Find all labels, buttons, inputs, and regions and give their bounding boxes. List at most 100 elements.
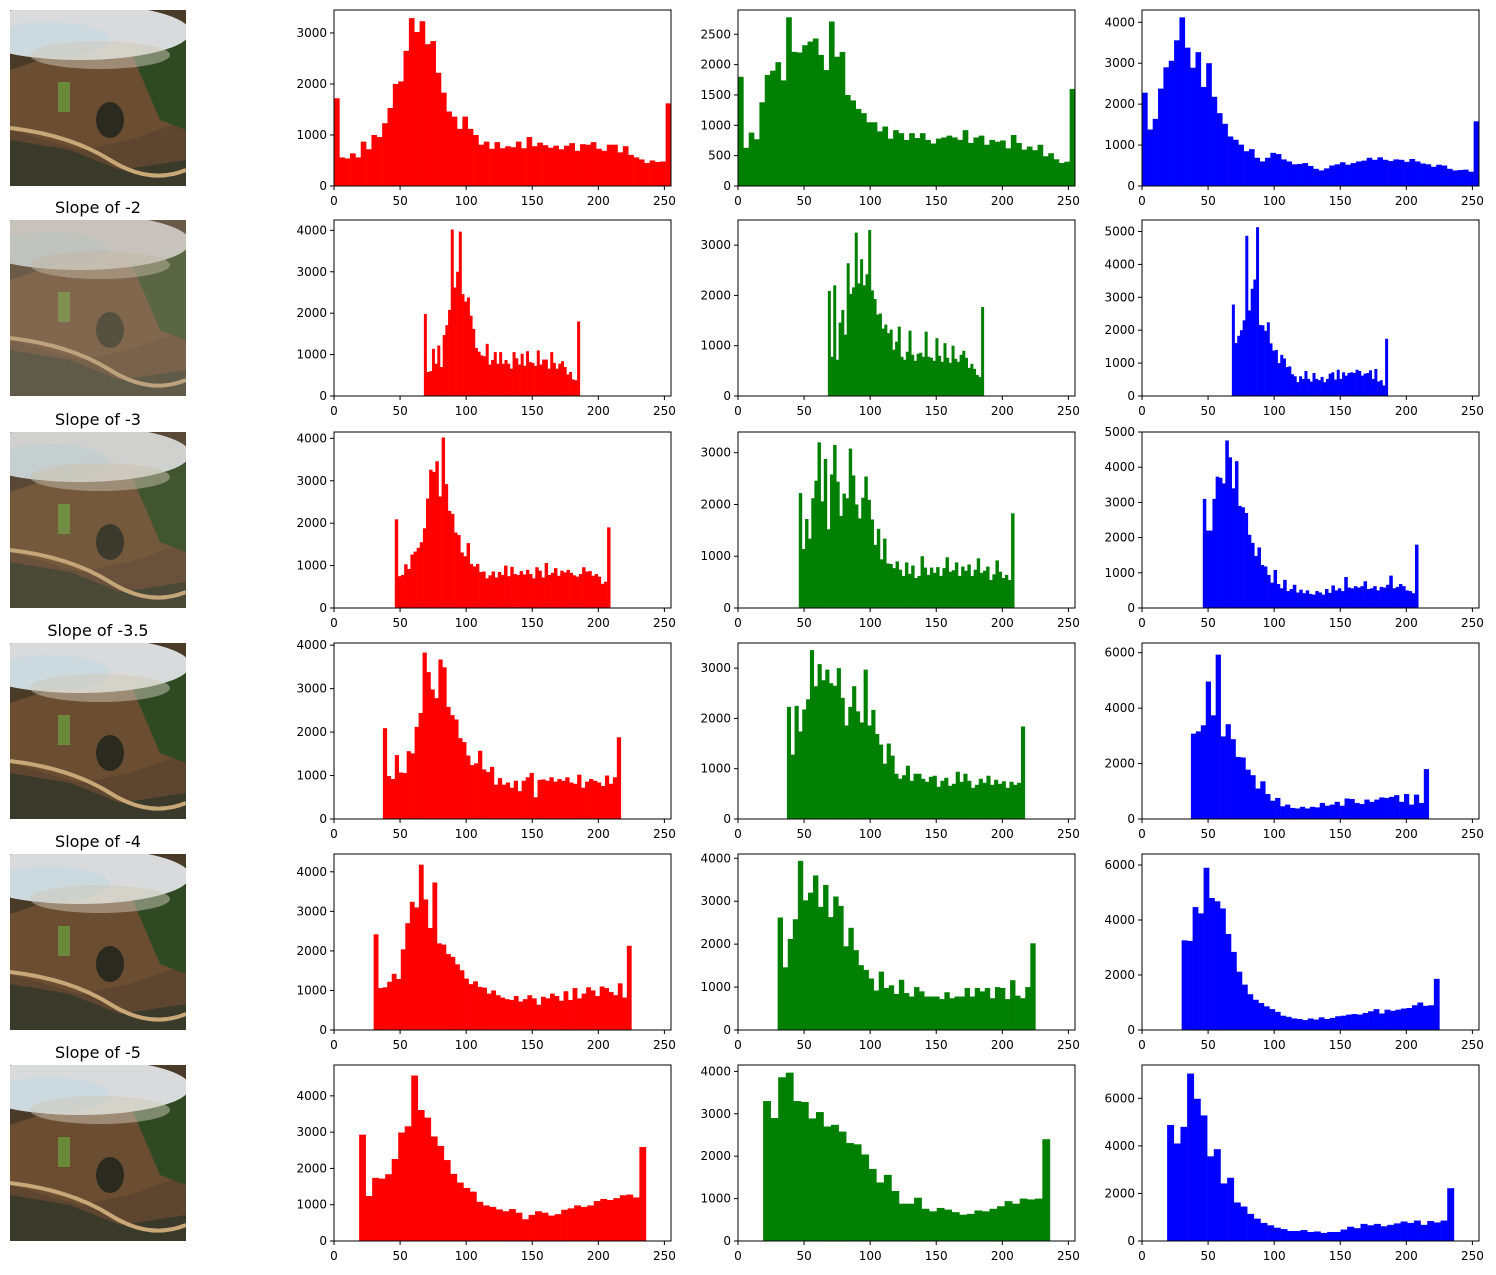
histogram-bar xyxy=(796,52,803,187)
histogram-bar xyxy=(1280,1015,1287,1030)
histogram-bar xyxy=(488,575,492,608)
histogram-bar xyxy=(823,1126,832,1241)
histogram-bar xyxy=(1253,279,1257,396)
histogram-bar xyxy=(505,146,511,186)
histogram-bar xyxy=(1307,378,1311,396)
histogram-bar xyxy=(596,782,602,819)
histogram-bar xyxy=(935,138,942,186)
histogram-green-row-5: 0 50 100 150 200 250 0 1000 2000 3000 4000 xyxy=(700,1064,1079,1263)
x-tick-label: 200 xyxy=(587,616,610,630)
histogram-bar xyxy=(450,956,456,1030)
histogram-bar xyxy=(948,571,953,608)
histogram-bar xyxy=(478,750,483,819)
histogram-bar xyxy=(846,263,850,396)
histogram-bar xyxy=(535,1211,542,1241)
histogram-bar xyxy=(892,568,896,608)
histogram-bar xyxy=(942,568,946,608)
x-tick-label: 50 xyxy=(392,616,407,630)
histogram-bar xyxy=(436,943,442,1030)
histogram-bar xyxy=(1187,940,1193,1030)
histogram-bar xyxy=(451,116,458,186)
histogram-bar xyxy=(1382,587,1387,608)
histogram-bar xyxy=(644,163,650,186)
histogram-bar xyxy=(1244,512,1249,608)
histogram-bar xyxy=(839,51,846,186)
histogram-bar xyxy=(1203,867,1210,1030)
histogram-bar xyxy=(1395,586,1400,608)
histogram-bar xyxy=(608,783,614,819)
histogram-bar xyxy=(802,900,809,1030)
histogram-bar xyxy=(458,738,463,819)
histogram-bar xyxy=(469,563,474,608)
histogram-bar xyxy=(491,359,495,396)
histogram-bar xyxy=(933,572,937,608)
histogram-bar xyxy=(967,780,972,819)
histogram-bar xyxy=(914,138,921,186)
histogram-bar xyxy=(917,575,921,608)
x-tick-label: 150 xyxy=(1329,1249,1352,1263)
histogram-bar xyxy=(430,41,436,187)
histogram-bar xyxy=(1344,577,1348,608)
histogram-bar xyxy=(1258,1003,1265,1030)
histogram-bar xyxy=(1312,372,1316,396)
x-tick-label: 100 xyxy=(455,616,478,630)
histogram-bar xyxy=(1193,1098,1201,1241)
histogram-bar xyxy=(835,359,839,396)
histogram-bar xyxy=(959,996,965,1030)
histogram-bar xyxy=(502,1211,510,1241)
histogram-bar xyxy=(454,532,458,608)
axes-frame xyxy=(1141,1064,1480,1242)
y-tick-label: 3000 xyxy=(1104,56,1135,70)
histogram-bar xyxy=(411,1075,419,1241)
histogram-bar xyxy=(849,293,853,396)
histogram-bar xyxy=(1173,1143,1181,1241)
histogram-bar xyxy=(989,998,996,1030)
histogram-bar xyxy=(453,287,457,396)
histogram-bar xyxy=(792,919,799,1030)
histogram-bar xyxy=(550,572,555,608)
histogram-bar xyxy=(1388,161,1394,186)
histogram-bar xyxy=(513,780,518,819)
x-tick-label: 50 xyxy=(1200,616,1215,630)
histogram-bar xyxy=(1291,374,1295,396)
histogram-bar xyxy=(833,896,839,1030)
histogram-bar xyxy=(946,135,953,186)
histogram-bar xyxy=(509,787,515,819)
histogram-bar xyxy=(909,780,914,819)
histogram-bar xyxy=(1010,135,1017,186)
x-tick-label: 100 xyxy=(1263,1038,1286,1052)
histogram-bar xyxy=(1010,980,1016,1030)
histogram-bar xyxy=(982,570,987,608)
x-tick-label: 200 xyxy=(991,827,1014,841)
histogram-bar xyxy=(1394,795,1400,819)
histogram-bar xyxy=(955,771,960,819)
histogram-bar xyxy=(959,354,963,396)
histogram-bar xyxy=(394,755,400,819)
histogram-bar xyxy=(519,571,524,608)
histogram-bar xyxy=(1274,1011,1281,1030)
histogram-bar xyxy=(903,359,907,396)
histogram-bar xyxy=(515,1212,523,1241)
axes-frame xyxy=(333,1064,672,1242)
histogram-bar xyxy=(852,686,857,819)
histogram-bar xyxy=(461,294,465,396)
histogram-bar xyxy=(527,995,533,1030)
x-tick-label: 0 xyxy=(1138,194,1146,208)
histogram-bar xyxy=(523,365,527,396)
histogram-bar xyxy=(513,995,519,1030)
x-tick-label: 0 xyxy=(734,616,742,630)
histogram-bar xyxy=(1245,769,1251,819)
histogram-bar xyxy=(426,371,430,396)
y-tick-label: 0 xyxy=(1127,389,1135,403)
histogram-bar xyxy=(1446,168,1453,186)
histogram-bar xyxy=(1198,913,1204,1030)
histogram-bar xyxy=(1329,165,1335,186)
histogram-bar xyxy=(485,578,489,608)
histogram-bar xyxy=(1168,60,1175,186)
histogram-bar xyxy=(497,778,503,819)
histogram-bar xyxy=(1248,310,1251,396)
histogram-bar xyxy=(807,892,814,1030)
histogram-bar xyxy=(418,864,424,1030)
x-tick-label: 150 xyxy=(521,194,544,208)
histogram-bar xyxy=(1225,724,1231,819)
